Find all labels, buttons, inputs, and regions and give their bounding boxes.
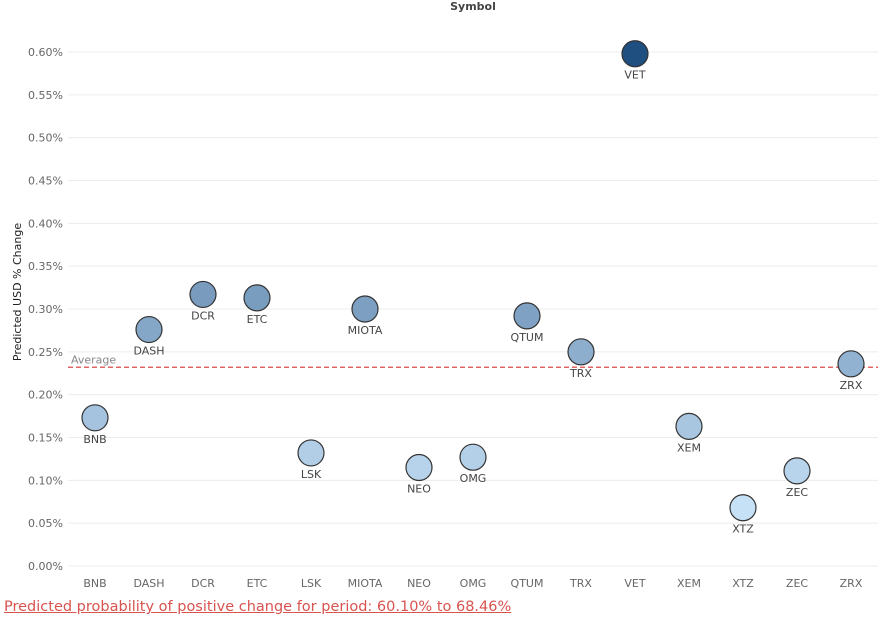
average-reference-line: Average [68, 353, 878, 369]
y-tick-label: 0.15% [28, 432, 63, 445]
x-tick-label: OMG [460, 577, 487, 590]
gridlines [68, 51, 878, 567]
x-tick-label: LSK [301, 577, 322, 590]
data-label: QTUM [511, 331, 544, 344]
data-point[interactable] [351, 295, 379, 323]
y-tick-label: 0.45% [28, 175, 63, 188]
y-tick-label: 0.50% [28, 132, 63, 145]
data-label: ZRX [840, 379, 863, 392]
x-tick-label: ETC [247, 577, 268, 590]
y-tick-label: 0.25% [28, 346, 63, 359]
y-tick-label: 0.35% [28, 260, 63, 273]
data-point[interactable] [513, 302, 541, 330]
y-tick-label: 0.20% [28, 389, 63, 402]
footer-text: Predicted probability of positive change… [4, 599, 512, 615]
data-label: TRX [569, 367, 592, 380]
x-tick-label: VET [624, 577, 645, 590]
data-label: LSK [301, 468, 322, 481]
x-tick-label: MIOTA [348, 577, 383, 590]
y-tick-label: 0.10% [28, 474, 63, 487]
y-axis-label: Predicted USD % Change [11, 223, 24, 361]
data-label: ZEC [786, 486, 808, 499]
y-tick-label: 0.00% [28, 560, 63, 573]
data-point[interactable] [621, 40, 649, 68]
y-tick-label: 0.40% [28, 217, 63, 230]
data-point[interactable] [243, 284, 271, 312]
scatter-chart: Symbol Predicted USD % Change 0.00% 0.05%… [11, 0, 878, 590]
data-label: OMG [460, 472, 487, 485]
y-tick-labels: 0.00% 0.05% 0.10% 0.15% 0.20% 0.25% 0.30% 0.35%… [28, 46, 63, 573]
x-tick-label: XEM [677, 577, 701, 590]
data-point[interactable] [567, 338, 595, 366]
chart-title: Symbol [450, 0, 496, 13]
data-label: ETC [247, 313, 268, 326]
x-tick-label: DASH [133, 577, 164, 590]
y-tick-label: 0.05% [28, 517, 63, 530]
x-tick-label: ZRX [840, 577, 863, 590]
data-label: MIOTA [348, 324, 383, 337]
data-points: BNB DASH DCR ETC LSK MIOTA NEO OMG QTUM TRX VET XEM… [81, 40, 865, 536]
x-tick-label: ZEC [786, 577, 808, 590]
x-tick-label: DCR [191, 577, 215, 590]
data-point[interactable] [459, 443, 487, 471]
data-point[interactable] [189, 280, 217, 309]
x-tick-label: QTUM [511, 577, 544, 590]
data-point[interactable] [135, 315, 163, 344]
x-tick-label: XTZ [732, 577, 754, 590]
x-tick-labels: BNB DASH DCR ETC LSK MIOTA NEO OMG QTUM TRX VET XEM… [83, 577, 862, 590]
x-tick-label: NEO [407, 577, 431, 590]
data-point[interactable] [783, 457, 811, 485]
data-label: NEO [407, 482, 431, 495]
data-label: DCR [191, 309, 215, 322]
data-point[interactable] [729, 494, 757, 522]
data-point[interactable] [297, 439, 325, 467]
x-tick-label: TRX [569, 577, 592, 590]
data-point[interactable] [405, 453, 433, 482]
probability-footer-link[interactable]: Predicted probability of positive change… [4, 599, 511, 615]
data-label: XEM [677, 441, 701, 454]
average-line-label: Average [71, 353, 116, 366]
data-label: BNB [83, 433, 106, 446]
y-tick-label: 0.30% [28, 303, 63, 316]
data-label: XTZ [732, 523, 754, 536]
data-label: DASH [133, 345, 164, 358]
y-tick-label: 0.60% [28, 46, 63, 59]
data-point[interactable] [675, 412, 703, 440]
data-point[interactable] [81, 404, 109, 432]
x-tick-label: BNB [83, 577, 106, 590]
y-tick-label: 0.55% [28, 89, 63, 102]
data-point[interactable] [837, 350, 865, 378]
data-label: VET [624, 69, 645, 82]
